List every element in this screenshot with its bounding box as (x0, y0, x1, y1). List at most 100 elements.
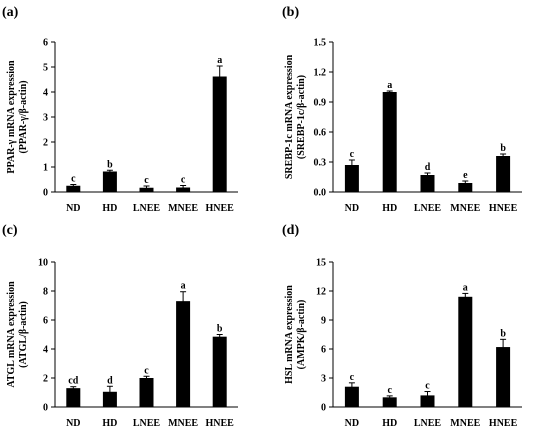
x-tick-label: HD (382, 203, 397, 214)
panel-label: (b) (282, 5, 299, 20)
chart-panel-2: (c) 0 2 4 6 8 10 ATGL mRNA expression (ATGL/β-ac… (2, 223, 238, 429)
significance-letter: c (181, 175, 186, 186)
x-tick-label: ND (66, 418, 80, 429)
y-axis-title-line1: HSL mRNA expression (284, 285, 295, 384)
significance-letter: c (144, 175, 149, 186)
x-tick-label: MNEE (450, 203, 480, 214)
bar (458, 296, 473, 407)
significance-letter: c (350, 372, 355, 383)
y-axis-title-line1: SREBP-1c mRNA expression (284, 54, 295, 179)
y-axis-title-line2: (ATGL/β-actin) (18, 301, 29, 368)
y-tick-label: 6 (43, 316, 48, 327)
y-axis-title-line1: ATGL mRNA expression (6, 281, 17, 388)
bar (176, 301, 191, 407)
y-tick-label: 12 (316, 287, 326, 298)
x-tick-label: LNEE (133, 203, 161, 214)
chart-panel-0: (a) 0 1 2 3 4 5 6 PPAR-γ mRNA expression (PPAR-γ/… (2, 5, 238, 214)
significance-letter: c (71, 174, 76, 185)
y-tick-label: 4 (43, 345, 48, 356)
significance-letter: b (107, 159, 113, 170)
y-tick-label: 1 (43, 163, 48, 174)
y-tick-label: 0 (43, 188, 48, 199)
y-tick-label: 0.9 (314, 98, 327, 109)
y-axis-title: SREBP-1c mRNA expression (SREBP-1c/β-acti… (284, 54, 307, 179)
y-tick-label: 6 (43, 38, 48, 49)
bar (66, 388, 81, 407)
y-axis-title: PPAR-γ mRNA expression (PPAR-γ/β-actin) (6, 60, 29, 174)
significance-letter: a (463, 282, 468, 293)
significance-letter: d (107, 375, 113, 386)
bar (420, 395, 435, 407)
x-tick-label: MNEE (168, 418, 198, 429)
bar (102, 391, 117, 407)
significance-letter: b (217, 324, 223, 335)
x-tick-label: ND (345, 418, 359, 429)
panel-label: (d) (282, 223, 299, 238)
bar (212, 336, 227, 407)
bar (139, 378, 154, 407)
significance-letter: c (387, 385, 392, 396)
y-tick-label: 1.2 (314, 68, 327, 79)
significance-letter: a (217, 55, 222, 66)
y-tick-label: 10 (38, 258, 48, 269)
bar (102, 171, 117, 192)
x-tick-label: HNEE (489, 203, 518, 214)
significance-letter: d (425, 162, 431, 173)
chart-panel-1: (b) 0.0 0.3 0.6 0.9 1.2 1.5 SREBP-1c mRNA expre… (282, 5, 522, 214)
bar (382, 397, 397, 407)
bar (344, 165, 359, 192)
x-tick-label: LNEE (414, 203, 442, 214)
y-tick-label: 2 (43, 374, 48, 385)
y-tick-label: 0.0 (314, 188, 327, 199)
x-tick-label: HD (102, 203, 117, 214)
x-tick-label: HNEE (489, 418, 518, 429)
y-tick-label: 3 (321, 374, 326, 385)
y-axis-title-line2: (PPAR-γ/β-actin) (18, 80, 29, 153)
significance-letter: b (500, 328, 506, 339)
x-tick-label: HNEE (206, 418, 235, 429)
y-axis-title: HSL mRNA expression (AMPK/β-actin) (284, 285, 307, 384)
x-tick-label: LNEE (133, 418, 161, 429)
bar (344, 386, 359, 407)
y-tick-label: 0 (43, 403, 48, 414)
bar (496, 347, 511, 407)
y-axis-title-line2: (SREBP-1c/β-actin) (296, 75, 307, 159)
y-tick-label: 1.5 (314, 38, 327, 49)
x-tick-label: HD (382, 418, 397, 429)
panel-label: (c) (2, 223, 18, 238)
y-axis-title-line2: (AMPK/β-actin) (296, 300, 307, 370)
x-tick-label: LNEE (414, 418, 442, 429)
y-tick-label: 2 (43, 138, 48, 149)
panel-label: (a) (2, 5, 19, 20)
significance-letter: cd (68, 376, 78, 387)
significance-letter: a (387, 80, 392, 91)
bar (176, 187, 191, 192)
bar (139, 187, 154, 192)
significance-letter: a (181, 281, 186, 292)
x-tick-label: HNEE (206, 203, 235, 214)
bar (420, 175, 435, 192)
y-axis-title: ATGL mRNA expression (ATGL/β-actin) (6, 281, 29, 388)
bar (496, 156, 511, 192)
y-tick-label: 15 (316, 258, 326, 269)
x-tick-label: ND (66, 203, 80, 214)
y-tick-label: 9 (321, 316, 326, 327)
y-tick-label: 3 (43, 113, 48, 124)
bar (66, 185, 81, 192)
x-tick-label: MNEE (168, 203, 198, 214)
bar (382, 92, 397, 192)
significance-letter: c (425, 381, 430, 392)
y-tick-label: 0.3 (314, 158, 327, 169)
y-tick-label: 6 (321, 345, 326, 356)
significance-letter: e (463, 170, 468, 181)
y-tick-label: 5 (43, 63, 48, 74)
y-tick-label: 0 (321, 403, 326, 414)
bar (458, 183, 473, 192)
significance-letter: b (500, 143, 506, 154)
y-tick-label: 0.6 (314, 128, 327, 139)
y-tick-label: 4 (43, 88, 48, 99)
x-tick-label: MNEE (450, 418, 480, 429)
x-tick-label: HD (102, 418, 117, 429)
significance-letter: c (144, 365, 149, 376)
